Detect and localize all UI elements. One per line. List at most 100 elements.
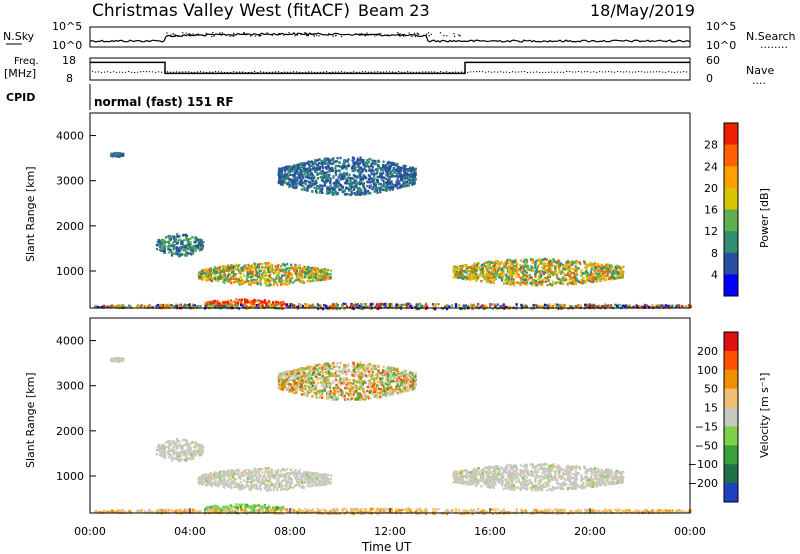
power-pixel bbox=[385, 189, 389, 192]
power-pixel bbox=[548, 261, 551, 265]
power-pixel bbox=[385, 181, 388, 184]
power-pixel bbox=[308, 271, 311, 274]
power-pixel bbox=[510, 281, 513, 285]
power-pixel bbox=[480, 269, 483, 272]
power-pixel bbox=[400, 179, 404, 182]
power-pixel bbox=[568, 274, 571, 278]
velocity-pixel bbox=[186, 457, 189, 460]
power-pixel bbox=[140, 303, 143, 307]
power-pixel bbox=[163, 247, 166, 250]
power-pixel bbox=[409, 167, 412, 170]
power-pixel bbox=[118, 306, 121, 309]
power-pixel bbox=[598, 268, 601, 271]
power-pixel bbox=[281, 183, 284, 186]
power-pixel bbox=[413, 172, 416, 176]
power-pixel bbox=[163, 245, 166, 248]
velocity-pixel bbox=[171, 440, 174, 443]
power-pixel bbox=[677, 305, 680, 308]
beam-label: Beam 23 bbox=[358, 1, 430, 20]
power-pixel bbox=[632, 305, 635, 309]
power-pixel bbox=[595, 266, 598, 269]
power-pixel bbox=[406, 182, 409, 185]
power-pixel bbox=[301, 279, 304, 282]
power-pixel bbox=[559, 262, 562, 266]
power-pixel bbox=[486, 266, 489, 269]
power-pixel bbox=[279, 174, 282, 177]
power-pixel bbox=[103, 304, 106, 308]
velocity-pixel bbox=[178, 440, 181, 443]
power-pixel bbox=[253, 299, 256, 302]
sky-tick-top: 10^5 bbox=[52, 20, 82, 33]
power-pixel bbox=[176, 242, 179, 245]
power-pixel bbox=[496, 269, 500, 272]
power-pixel bbox=[250, 276, 253, 279]
velocity-pixel bbox=[254, 473, 257, 477]
power-pixel bbox=[532, 304, 535, 307]
power-pixel bbox=[356, 303, 359, 306]
power-pixel bbox=[347, 158, 350, 161]
power-pixel bbox=[177, 304, 181, 307]
power-pixel bbox=[463, 304, 466, 307]
power-pixel bbox=[321, 188, 324, 191]
power-pixel bbox=[380, 185, 383, 189]
power-pixel bbox=[617, 271, 620, 274]
velocity-pixel bbox=[316, 476, 319, 479]
power-pixel bbox=[382, 188, 385, 192]
velocity-pixel bbox=[317, 479, 320, 482]
velocity-pixel bbox=[310, 476, 313, 479]
power-pixel bbox=[543, 264, 546, 267]
power-pixel bbox=[316, 272, 319, 275]
power-pixel bbox=[323, 269, 326, 272]
power-pixel bbox=[249, 266, 252, 270]
power-pixel bbox=[180, 245, 183, 249]
power-pixel bbox=[542, 270, 545, 274]
power-pixel bbox=[324, 171, 327, 175]
power-pixel bbox=[580, 274, 583, 278]
power-pixel bbox=[482, 275, 485, 278]
power-pixel bbox=[171, 235, 174, 238]
power-pixel bbox=[340, 188, 343, 191]
power-pixel bbox=[237, 279, 240, 282]
power-pixel bbox=[287, 305, 290, 309]
power-pixel bbox=[197, 240, 201, 243]
power-pixel bbox=[310, 271, 313, 274]
power-pixel bbox=[397, 171, 400, 174]
power-pixel bbox=[122, 153, 125, 156]
power-pixel bbox=[316, 303, 319, 306]
power-pixel bbox=[584, 271, 587, 275]
velocity-pixel bbox=[224, 483, 227, 486]
power-pixel bbox=[234, 273, 237, 276]
velocity-pixel bbox=[298, 472, 301, 475]
power-pixel bbox=[368, 175, 371, 178]
power-pixel bbox=[580, 279, 583, 282]
power-pixel bbox=[512, 279, 515, 283]
power-pixel bbox=[480, 274, 483, 277]
power-pixel bbox=[503, 262, 506, 266]
power-pixel bbox=[239, 281, 242, 284]
power-pixel bbox=[481, 263, 484, 267]
power-pixel bbox=[235, 263, 238, 266]
power-pixel bbox=[260, 300, 263, 303]
power-pixel bbox=[491, 307, 494, 310]
power-pixel bbox=[333, 305, 336, 308]
search-noise-dot bbox=[300, 33, 302, 36]
velocity-pixel bbox=[242, 484, 245, 487]
power-pixel bbox=[334, 171, 337, 175]
power-pixel bbox=[664, 304, 667, 307]
power-pixel bbox=[277, 181, 280, 184]
search-noise-dot bbox=[453, 35, 456, 38]
power-pixel bbox=[334, 181, 337, 184]
power-pixel bbox=[388, 304, 391, 307]
search-noise-dot bbox=[335, 35, 337, 37]
power-pixel bbox=[475, 278, 479, 281]
power-pixel bbox=[400, 166, 403, 170]
velocity-pixel bbox=[305, 474, 308, 477]
power-pixel bbox=[495, 260, 498, 264]
power-pixel bbox=[228, 302, 231, 305]
power-pixel bbox=[493, 269, 497, 272]
power-pixel bbox=[371, 162, 375, 165]
velocity-pixel bbox=[173, 451, 176, 454]
velocity-pixel bbox=[239, 477, 242, 480]
power-pixel bbox=[370, 162, 373, 165]
power-pixel bbox=[475, 279, 478, 282]
